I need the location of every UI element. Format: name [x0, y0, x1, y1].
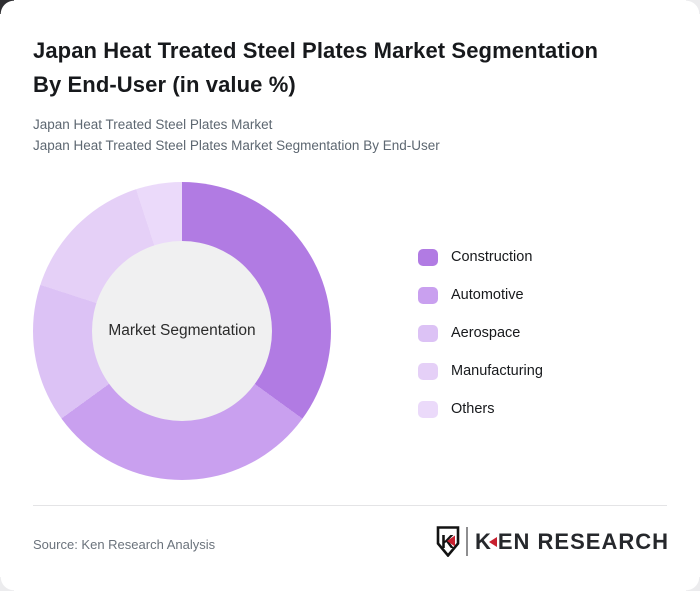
legend-item-manufacturing[interactable]: Manufacturing — [418, 352, 543, 390]
svg-text:K: K — [441, 532, 454, 552]
subtitle-line-2: Japan Heat Treated Steel Plates Market S… — [33, 138, 440, 153]
card-corner-bottom-right — [686, 577, 700, 591]
legend-label: Aerospace — [451, 325, 521, 341]
subtitle-line-1: Japan Heat Treated Steel Plates Market — [33, 117, 273, 132]
wordmark-rest: EN RESEARCH — [497, 528, 669, 554]
legend-item-construction[interactable]: Construction — [418, 238, 543, 276]
card-corner-bottom-left — [0, 577, 14, 591]
ken-research-wordmark: K EN RESEARCH — [475, 529, 669, 555]
red-triangle-icon — [488, 536, 497, 547]
legend-item-automotive[interactable]: Automotive — [418, 276, 543, 314]
source-note: Source: Ken Research Analysis — [33, 537, 216, 552]
card-corner-top-right — [686, 0, 700, 14]
legend-swatch-icon — [418, 400, 438, 418]
legend-swatch-icon — [418, 286, 438, 304]
legend-label: Automotive — [451, 287, 524, 303]
wordmark-k: K — [474, 528, 492, 554]
ken-research-logo: K K EN RESEARCH — [436, 526, 669, 557]
legend-swatch-icon — [418, 362, 438, 380]
subtitle-group: Japan Heat Treated Steel Plates Market J… — [33, 114, 440, 156]
legend-swatch-icon — [418, 248, 438, 266]
page-title-line-1: Japan Heat Treated Steel Plates Market S… — [33, 38, 599, 63]
page-title: Japan Heat Treated Steel Plates Market S… — [33, 34, 681, 102]
donut-center-label: Market Segmentation — [108, 322, 256, 339]
donut-chart: Market Segmentation — [33, 182, 331, 480]
legend-swatch-icon — [418, 324, 438, 342]
donut-center: Market Segmentation — [92, 241, 272, 421]
legend-label: Construction — [451, 249, 533, 265]
footer-divider — [33, 505, 667, 506]
chart-legend: Construction Automotive Aerospace Manufactu… — [418, 238, 543, 428]
logo-separator — [465, 527, 468, 556]
legend-label: Others — [451, 401, 495, 417]
legend-label: Manufacturing — [451, 363, 543, 379]
page-title-line-2: By End-User (in value %) — [33, 72, 296, 97]
red-triangle-icon — [446, 535, 455, 547]
card-corner-top-left — [0, 0, 14, 14]
ken-research-badge-icon: K — [436, 526, 460, 557]
legend-item-aerospace[interactable]: Aerospace — [418, 314, 543, 352]
legend-item-others[interactable]: Others — [418, 390, 543, 428]
